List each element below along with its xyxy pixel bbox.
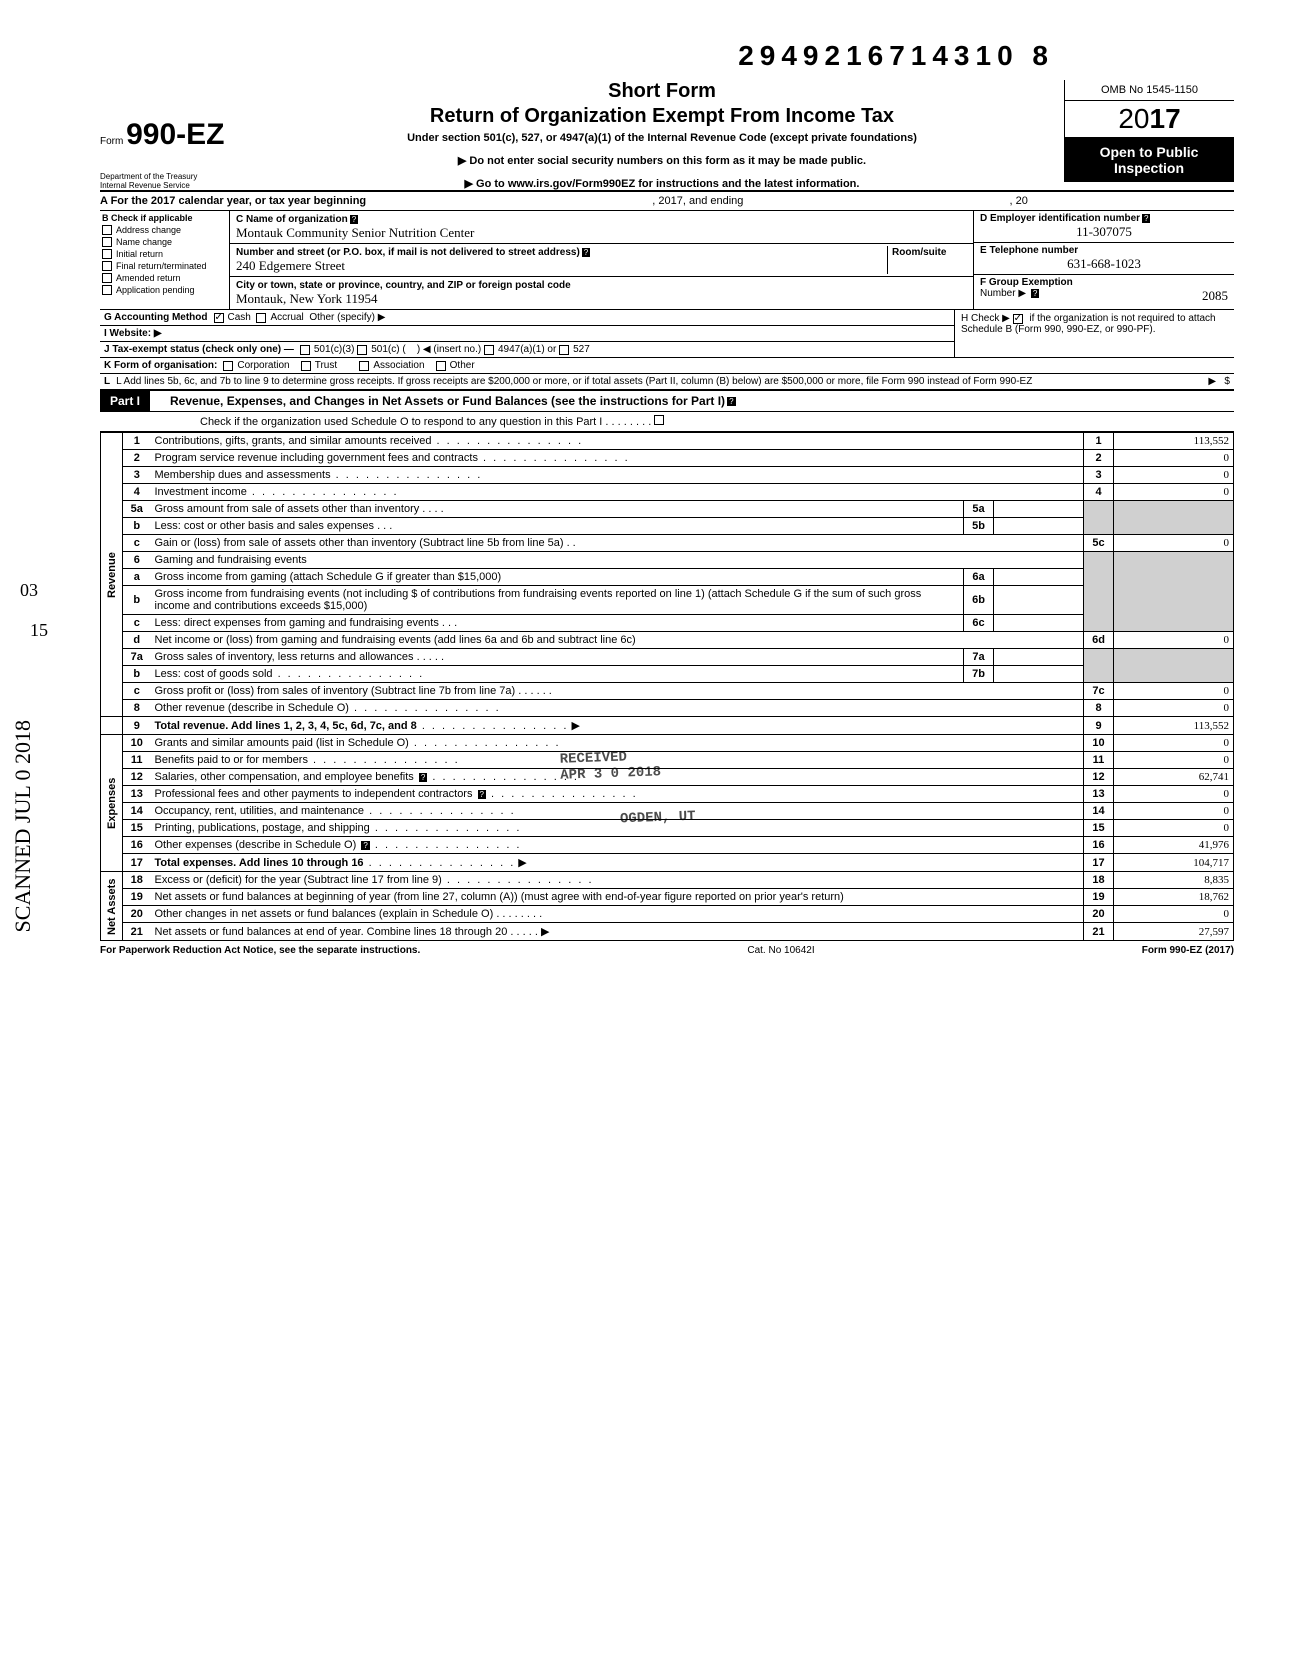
checkbox-accrual[interactable] <box>256 313 266 323</box>
line-10-value: 0 <box>1114 735 1234 752</box>
telephone: 631-668-1023 <box>980 256 1228 272</box>
help-icon: ? <box>350 215 358 224</box>
checkbox-name-change[interactable] <box>102 237 112 247</box>
info-grid: B Check if applicable Address change Nam… <box>100 211 1234 310</box>
line-12-value: 62,741 <box>1114 769 1234 786</box>
warning-ssn: ▶ Do not enter social security numbers o… <box>270 154 1054 167</box>
row-l-gross-receipts: L L Add lines 5b, 6c, and 7b to line 9 t… <box>100 374 1234 389</box>
line-18-value: 8,835 <box>1114 872 1234 889</box>
checkbox-501c3[interactable] <box>300 345 310 355</box>
checkbox-initial-return[interactable] <box>102 249 112 259</box>
checkbox-association[interactable] <box>359 361 369 371</box>
ein: 11-307075 <box>980 224 1228 240</box>
column-b-checkboxes: B Check if applicable Address change Nam… <box>100 211 230 309</box>
form-header: Form 990-EZ Department of the Treasury I… <box>100 80 1234 192</box>
document-number: 2949216714310 8 <box>100 40 1234 72</box>
help-icon: ? <box>478 790 486 799</box>
line-16-value: 41,976 <box>1114 837 1234 854</box>
part1-check-line: Check if the organization used Schedule … <box>100 412 1234 432</box>
short-form-label: Short Form <box>270 80 1054 103</box>
org-name: Montauk Community Senior Nutrition Cente… <box>236 225 474 240</box>
line-11-value: 0 <box>1114 752 1234 769</box>
line-21-value: 27,597 <box>1114 923 1234 941</box>
net-assets-label: Net Assets <box>101 872 123 941</box>
line-7c-value: 0 <box>1114 683 1234 700</box>
row-g-accounting: G Accounting Method Cash Accrual Other (… <box>100 310 954 326</box>
checkbox-application-pending[interactable] <box>102 285 112 295</box>
checkbox-final-return[interactable] <box>102 261 112 271</box>
help-icon: ? <box>1031 289 1039 298</box>
page-footer: For Paperwork Reduction Act Notice, see … <box>100 945 1234 956</box>
warning-url: ▶ Go to www.irs.gov/Form990EZ for instru… <box>270 177 1054 190</box>
line-14-value: 0 <box>1114 803 1234 820</box>
expenses-label: Expenses <box>101 735 123 872</box>
revenue-label: Revenue <box>101 433 123 717</box>
checkbox-corporation[interactable] <box>223 361 233 371</box>
checkbox-trust[interactable] <box>301 361 311 371</box>
handwritten-15: 15 <box>30 620 48 641</box>
checkbox-address-change[interactable] <box>102 225 112 235</box>
checkbox-amended-return[interactable] <box>102 273 112 283</box>
line-6d-value: 0 <box>1114 632 1234 649</box>
checkbox-cash[interactable] <box>214 313 224 323</box>
return-title: Return of Organization Exempt From Incom… <box>270 105 1054 128</box>
omb-number: OMB No 1545-1150 <box>1064 80 1234 101</box>
column-def: D Employer identification number? 11-307… <box>974 211 1234 309</box>
org-city: Montauk, New York 11954 <box>236 291 377 306</box>
form-number: 990-EZ <box>126 118 224 151</box>
line-3-value: 0 <box>1114 467 1234 484</box>
form-prefix: Form <box>100 136 123 147</box>
line-17-value: 104,717 <box>1114 854 1234 872</box>
line-2-value: 0 <box>1114 450 1234 467</box>
help-icon: ? <box>727 397 735 406</box>
line-8-value: 0 <box>1114 700 1234 717</box>
checkbox-no-schedule-b[interactable] <box>1013 314 1023 324</box>
checkbox-4947[interactable] <box>484 345 494 355</box>
line-9-value: 113,552 <box>1114 717 1234 735</box>
line-15-value: 0 <box>1114 820 1234 837</box>
tax-year: 2017 <box>1064 101 1234 138</box>
line-20-value: 0 <box>1114 906 1234 923</box>
org-address: 240 Edgemere Street <box>236 258 345 273</box>
ogden-stamp: OGDEN, UT <box>620 809 696 828</box>
row-i-website: I Website: ▶ <box>100 326 954 342</box>
help-icon: ? <box>1142 214 1150 223</box>
row-k-org-form: K Form of organisation: Corporation Trus… <box>100 358 1234 374</box>
scanned-stamp: SCANNED JUL 0 2018 <box>10 720 36 932</box>
subtitle: Under section 501(c), 527, or 4947(a)(1)… <box>270 132 1054 144</box>
received-stamp: RECEIVED APR 3 0 2018 <box>559 748 661 783</box>
checkbox-schedule-o[interactable] <box>654 415 664 425</box>
column-c-org-info: C Name of organization? Montauk Communit… <box>230 211 974 309</box>
help-icon: ? <box>582 248 590 257</box>
row-h-check: H Check ▶ if the organization is not req… <box>954 310 1234 358</box>
open-public-badge: Open to Public Inspection <box>1064 138 1234 182</box>
checkbox-other-org[interactable] <box>436 361 446 371</box>
dept-line2: Internal Revenue Service <box>100 181 260 190</box>
line-4-value: 0 <box>1114 484 1234 501</box>
checkbox-501c[interactable] <box>357 345 367 355</box>
group-exemption: 2085 <box>1202 288 1228 304</box>
help-icon: ? <box>361 841 369 850</box>
section-a: A For the 2017 calendar year, or tax yea… <box>100 192 1234 211</box>
line-1-value: 113,552 <box>1114 433 1234 450</box>
line-19-value: 18,762 <box>1114 889 1234 906</box>
line-5c-value: 0 <box>1114 535 1234 552</box>
handwritten-03: 03 <box>20 580 38 601</box>
dept-line1: Department of the Treasury <box>100 172 260 181</box>
line-13-value: 0 <box>1114 786 1234 803</box>
checkbox-527[interactable] <box>559 345 569 355</box>
part1-header: Part I Revenue, Expenses, and Changes in… <box>100 389 1234 412</box>
row-j-tax-status: J Tax-exempt status (check only one) — 5… <box>100 342 954 358</box>
part1-table: Revenue 1 Contributions, gifts, grants, … <box>100 432 1234 941</box>
